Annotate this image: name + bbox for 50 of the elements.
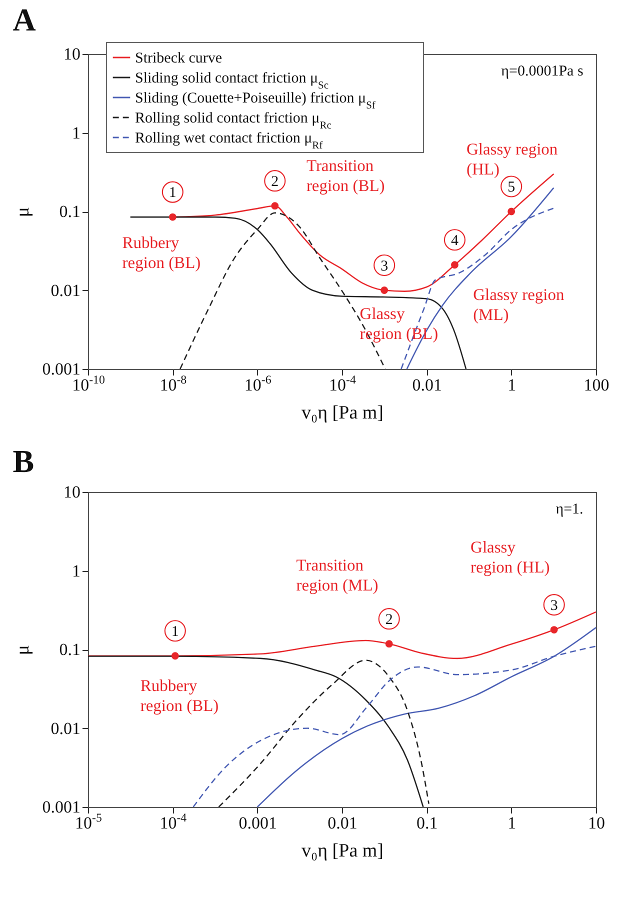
annotation: η=0.0001Pa s [501,63,584,80]
y-tick-label: 0.001 [42,798,80,816]
chart-title: B [12,443,34,479]
y-tick-label: 10 [64,482,80,502]
annotation: 1 [168,185,176,202]
annotation: 5 [508,180,516,196]
x-axis-title: v₀η [Pa m] [302,402,384,424]
legend-label: Rolling wet contact friction μ$_{Rf}$ [135,130,324,151]
legend-label: Sliding (Couette+Poiseuille) friction μ$_{Sf}$ [135,90,376,111]
y-tick-label: 10 [64,44,80,64]
annotation: 3 [550,598,558,614]
x-tick-label: 0.01 [328,814,358,832]
annotation: η=1. [556,501,584,518]
annotation: Transition region (ML) [296,555,378,594]
annotation: Glassy region (ML) [473,285,564,324]
x-tick-label: 10$^{-4}$ [329,372,356,394]
x-tick-label: 1 [508,814,516,832]
x-tick-label: 0.1 [416,814,438,832]
x-tick-label: 10$^{-6}$ [244,372,272,394]
y-tick-label: 0.1 [59,202,80,221]
x-tick-label: 10$^{-4}$ [160,810,187,832]
x-tick-label: 10 [588,814,605,832]
chart-title: A [12,2,36,38]
y-axis-title: μ [12,644,34,656]
x-tick-label: 100 [584,376,610,394]
legend-label: Rolling solid contact friction μ$_{Rc}$ [135,110,332,131]
x-tick-label: 0.001 [238,814,277,832]
y-tick-label: 0.001 [42,360,80,378]
annotation: 3 [380,258,388,274]
annotation: Rubbery region (BL) [140,676,219,715]
annotation: Rubbery region (BL) [122,233,201,272]
x-axis-title: v₀η [Pa m] [302,840,384,862]
legend-label: Stribeck curve [135,50,222,66]
x-tick-label: 0.01 [412,376,442,394]
y-tick-label: 0.01 [50,718,80,738]
annotation: Transition region (BL) [306,156,385,195]
annotation: 4 [450,232,459,249]
annotation: 2 [271,174,279,190]
y-tick-label: 1 [72,123,80,142]
x-tick-label: 10$^{-8}$ [160,372,187,394]
annotation: Glassy region (HL) [466,140,558,179]
y-tick-label: 0.1 [59,640,80,659]
y-tick-label: 0.01 [50,280,80,300]
annotation: 2 [385,612,393,628]
x-tick-label: 1 [508,376,516,394]
legend-label: Sliding solid contact friction μ$_{Sc}$ [135,70,329,91]
y-axis-title: μ [12,206,34,218]
annotation: Glassy region (HL) [470,537,550,576]
y-tick-label: 1 [72,561,80,580]
annotation: 1 [171,624,179,640]
